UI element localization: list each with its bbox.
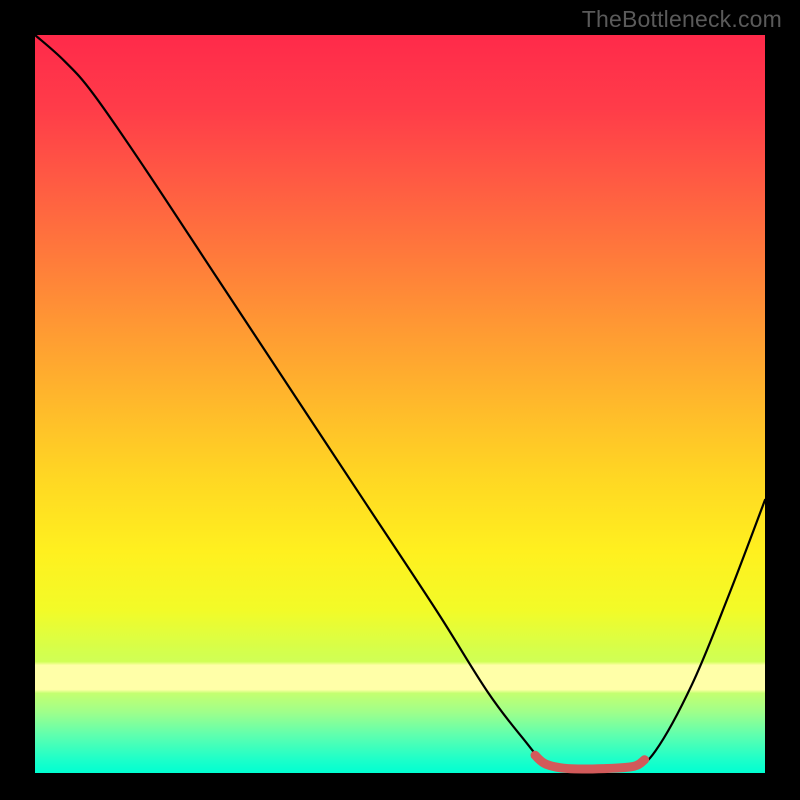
chart-container: TheBottleneck.com: [0, 0, 800, 800]
watermark-text: TheBottleneck.com: [582, 6, 782, 33]
plot-gradient-background: [35, 35, 765, 773]
chart-canvas: [0, 0, 800, 800]
